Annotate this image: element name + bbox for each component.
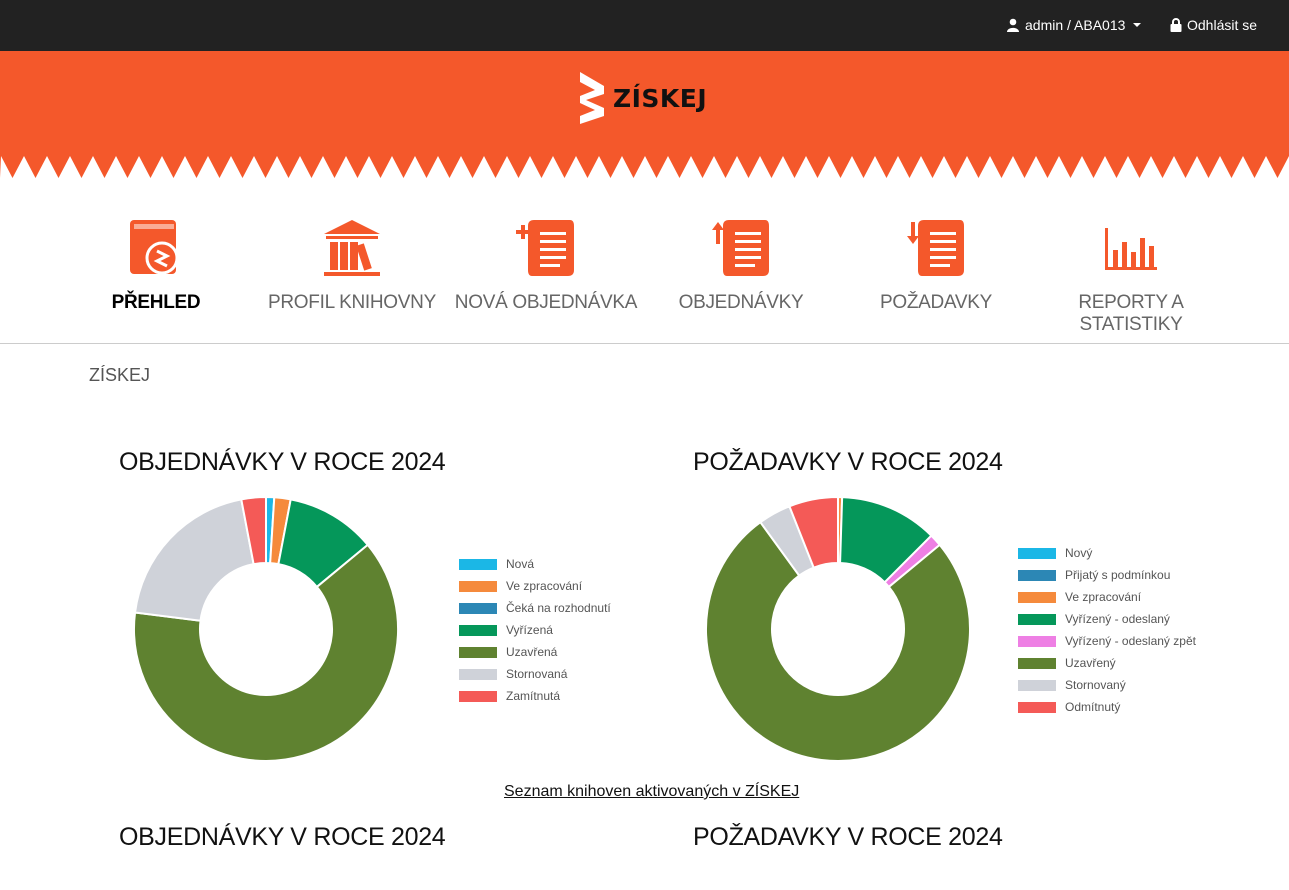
legend-swatch xyxy=(459,668,497,680)
legend-swatch xyxy=(1018,657,1056,669)
requests-icon xyxy=(907,220,964,276)
donut-slice-stornovaná[interactable] xyxy=(134,498,255,622)
legend-swatch xyxy=(1018,591,1056,603)
user-icon xyxy=(1007,18,1019,32)
legend-item[interactable]: Čeká na rozhodnutí xyxy=(459,597,611,619)
legend-label: Stornovaný xyxy=(1065,678,1126,692)
legend-label: Odmítnutý xyxy=(1065,700,1121,714)
ziskej-logo[interactable]: ZÍSKEJ xyxy=(577,70,707,126)
legend-label: Uzavřená xyxy=(506,645,558,659)
nav-item-prehled[interactable]: PŘEHLED xyxy=(61,200,251,314)
legend-label: Přijatý s podmínkou xyxy=(1065,568,1171,582)
legend-item[interactable]: Ve zpracování xyxy=(1018,586,1196,608)
legend-swatch xyxy=(459,558,497,570)
donut-slice-uzavřený[interactable] xyxy=(706,520,970,761)
legend-item[interactable]: Uzavřená xyxy=(459,641,611,663)
user-menu[interactable]: admin / ABA013 xyxy=(1006,17,1142,33)
top-bar: admin / ABA013 Odhlásit se xyxy=(0,0,1289,51)
breadcrumb: ZÍSKEJ xyxy=(89,365,151,385)
new-order-icon xyxy=(516,220,574,276)
donut-slice-zamítnutá[interactable] xyxy=(240,497,267,566)
bottom-title-requests: POŽADAVKY V ROCE 2024 xyxy=(693,823,1003,851)
legend-item[interactable]: Vyřízený - odeslaný xyxy=(1018,608,1196,630)
legend-label: Nový xyxy=(1065,546,1093,560)
requests-donut-chart xyxy=(706,497,970,761)
legend-item[interactable]: Odmítnutý xyxy=(1018,696,1196,718)
chart-title-orders: OBJEDNÁVKY V ROCE 2024 xyxy=(119,448,446,476)
legend-label: Stornovaná xyxy=(506,667,568,681)
logout-button[interactable]: Odhlásit se xyxy=(1170,17,1257,33)
legend-swatch xyxy=(459,624,497,636)
logout-label: Odhlásit se xyxy=(1187,17,1258,33)
legend-item[interactable]: Ve zpracování xyxy=(459,575,611,597)
legend-swatch xyxy=(1018,613,1056,625)
nav-label: POŽADAVKY xyxy=(879,292,993,313)
nav-label: REPORTY A STATISTIKY xyxy=(1078,292,1184,335)
nav-item-nova-objednavka[interactable]: NOVÁ OBJEDNÁVKA xyxy=(451,200,641,314)
legend-item[interactable]: Uzavřený xyxy=(1018,652,1196,674)
legend-label: Čeká na rozhodnutí xyxy=(506,601,611,615)
orders-donut-chart xyxy=(134,497,398,761)
legend-label: Uzavřený xyxy=(1065,656,1116,670)
nav-item-reporty[interactable]: REPORTY A STATISTIKY xyxy=(1036,200,1226,336)
library-icon xyxy=(324,220,380,276)
legend-swatch xyxy=(1018,701,1056,713)
legend-swatch xyxy=(459,690,497,702)
book-icon xyxy=(130,220,179,275)
legend-item[interactable]: Stornovaná xyxy=(459,663,611,685)
legend-item[interactable]: Vyřízený - odeslaný zpět xyxy=(1018,630,1196,652)
legend-swatch xyxy=(1018,635,1056,647)
legend-label: Ve zpracování xyxy=(1065,590,1142,604)
legend-swatch xyxy=(1018,547,1056,559)
legend-item[interactable]: Zamítnutá xyxy=(459,685,611,707)
chart-title-requests: POŽADAVKY V ROCE 2024 xyxy=(693,448,1003,476)
legend-swatch xyxy=(1018,569,1056,581)
nav-item-profil[interactable]: PROFIL KNIHOVNY xyxy=(257,200,447,314)
orders-icon xyxy=(712,220,769,276)
logo-text: ZÍSKEJ xyxy=(613,83,708,113)
orders-legend: Nová Ve zpracování Čeká na rozhodnutí Vyříz… xyxy=(459,553,611,707)
legend-item[interactable]: Nová xyxy=(459,553,611,575)
lock-icon xyxy=(1170,18,1182,32)
logo-mark-icon xyxy=(580,72,604,124)
nav-label: NOVÁ OBJEDNÁVKA xyxy=(454,292,638,313)
user-label: admin / ABA013 xyxy=(1025,17,1126,33)
bottom-title-orders: OBJEDNÁVKY V ROCE 2024 xyxy=(119,823,446,851)
legend-item[interactable]: Vyřízená xyxy=(459,619,611,641)
nav-label: OBJEDNÁVKY xyxy=(678,292,804,313)
activated-libraries-link[interactable]: Seznam knihoven aktivovaných v ZÍSKEJ xyxy=(504,783,800,800)
legend-label: Nová xyxy=(506,557,535,571)
legend-item[interactable]: Nový xyxy=(1018,542,1196,564)
donut-slice-uzavřená[interactable] xyxy=(134,543,398,761)
donut-slice-odmítnutý[interactable] xyxy=(788,497,839,569)
nav-item-objednavky[interactable]: OBJEDNÁVKY xyxy=(646,200,836,314)
legend-swatch xyxy=(459,602,497,614)
bar-chart-icon xyxy=(1105,228,1157,270)
nav-label: PŘEHLED xyxy=(111,292,201,313)
legend-swatch xyxy=(459,646,497,658)
legend-label: Vyřízená xyxy=(506,623,553,637)
legend-label: Vyřízený - odeslaný zpět xyxy=(1065,634,1196,648)
legend-label: Zamítnutá xyxy=(506,689,561,703)
requests-legend: Nový Přijatý s podmínkou Ve zpracování Vyří… xyxy=(1018,542,1196,718)
legend-item[interactable]: Přijatý s podmínkou xyxy=(1018,564,1196,586)
main-nav: PŘEHLED PROFIL KNIHOVNY NOVÁ OBJEDNÁVKA xyxy=(0,200,1289,344)
header-banner xyxy=(0,51,1289,178)
legend-item[interactable]: Stornovaný xyxy=(1018,674,1196,696)
legend-label: Vyřízený - odeslaný xyxy=(1065,612,1170,626)
nav-item-pozadavky[interactable]: POŽADAVKY xyxy=(841,200,1031,314)
legend-swatch xyxy=(1018,679,1056,691)
chevron-down-icon xyxy=(1133,23,1142,27)
legend-label: Ve zpracování xyxy=(506,579,583,593)
legend-swatch xyxy=(459,580,497,592)
nav-label: PROFIL KNIHOVNY xyxy=(268,292,436,313)
